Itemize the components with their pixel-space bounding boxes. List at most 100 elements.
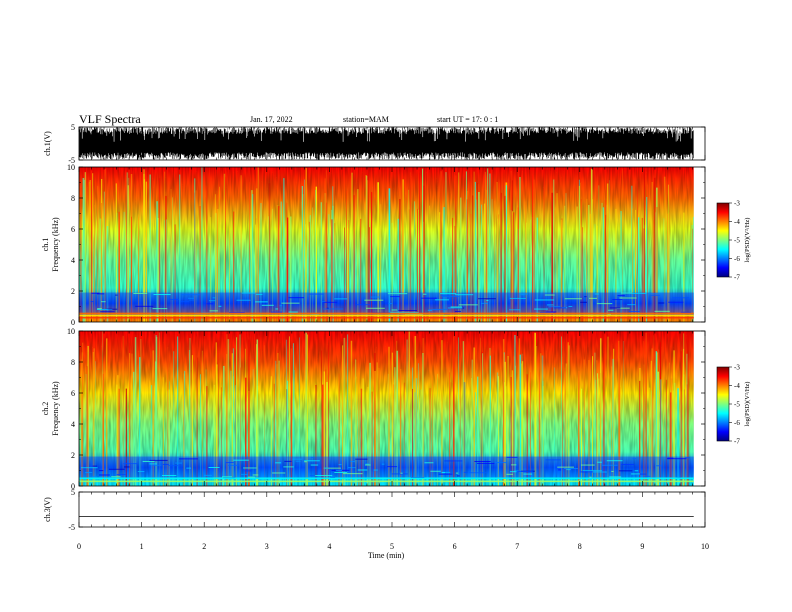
- band-speckle: [588, 297, 597, 299]
- band-speckle: [111, 476, 121, 478]
- band-speckle: [534, 308, 548, 310]
- band-speckle: [85, 472, 93, 474]
- x-tick-label: 8: [578, 542, 582, 551]
- narrowband-line: [79, 312, 694, 315]
- band-speckle: [680, 311, 692, 313]
- colorbar-tick-label: -7: [734, 274, 740, 282]
- band-speckle: [509, 471, 517, 473]
- band-speckle: [553, 307, 566, 309]
- band-speckle: [365, 464, 371, 466]
- band-speckle: [606, 460, 623, 462]
- panel-1: -5 5 ch.1(V): [43, 123, 706, 165]
- band-speckle: [188, 297, 194, 299]
- band-speckle: [209, 310, 218, 312]
- band-speckle: [441, 472, 446, 474]
- band-speckle: [568, 305, 573, 307]
- band-speckle: [381, 463, 385, 465]
- band-speckle: [634, 473, 647, 475]
- band-speckle: [539, 312, 555, 314]
- band-speckle: [454, 310, 461, 312]
- band-speckle: [370, 296, 380, 298]
- band-speckle: [295, 460, 301, 462]
- colorbar-tick-label: -7: [734, 438, 740, 446]
- band-speckle: [618, 470, 633, 472]
- band-speckle: [96, 293, 105, 295]
- y-tick-label: 2: [71, 451, 75, 460]
- band-speckle: [153, 294, 171, 296]
- band-speckle: [430, 470, 441, 472]
- band-speckle: [566, 469, 571, 471]
- x-axis-label: Time (min): [368, 551, 405, 560]
- band-speckle: [181, 294, 200, 296]
- band-speckle: [432, 308, 448, 310]
- panel-4: -5 5 ch.3(V): [43, 488, 706, 532]
- x-tick-label: 10: [701, 542, 709, 551]
- band-speckle: [364, 299, 384, 301]
- band-speckle: [580, 301, 587, 303]
- band-speckle: [400, 472, 403, 474]
- y-tick-label: 8: [71, 358, 75, 367]
- band-speckle: [98, 470, 104, 472]
- band-speckle: [468, 472, 487, 474]
- band-speckle: [589, 476, 592, 478]
- band-speckle: [255, 301, 268, 303]
- band-speckle: [658, 302, 665, 304]
- band-speckle: [424, 462, 434, 464]
- colorbar-tick-label: -3: [734, 364, 740, 372]
- band-speckle: [309, 475, 314, 477]
- y-axis-label-channel: ch.2: [41, 402, 50, 416]
- band-speckle: [90, 301, 94, 303]
- band-speckle: [587, 471, 607, 473]
- band-speckle: [684, 457, 690, 459]
- band-speckle: [480, 302, 488, 304]
- band-speckle: [241, 292, 255, 294]
- band-speckle: [478, 298, 496, 300]
- band-speckle: [335, 469, 342, 471]
- band-speckle: [523, 473, 533, 475]
- band-speckle: [421, 297, 437, 299]
- y-tick-label: 6: [71, 389, 75, 398]
- band-speckle: [580, 471, 593, 473]
- colorbar-tick-label: -3: [734, 200, 740, 208]
- colorbar-tick-label: -6: [734, 255, 740, 263]
- band-speckle: [152, 308, 168, 310]
- band-speckle: [441, 471, 451, 473]
- colorbar-1: -3 -4 -5 -6 -7 log(PSD)(V²/Hz): [716, 200, 751, 282]
- band-speckle: [288, 311, 298, 313]
- band-speckle: [582, 470, 602, 472]
- colorbar-2: -3 -4 -5 -6 -7 log(PSD)(V²/Hz): [716, 364, 751, 446]
- band-speckle: [133, 292, 148, 294]
- band-speckle: [617, 295, 625, 297]
- band-speckle: [137, 471, 145, 473]
- band-speckle: [442, 296, 460, 298]
- band-speckle: [283, 466, 294, 468]
- colorbar-tick-label: -4: [734, 218, 740, 226]
- band-speckle: [391, 473, 408, 475]
- band-speckle: [373, 469, 378, 471]
- band-speckle: [275, 462, 282, 464]
- band-speckle: [440, 293, 457, 295]
- band-speckle: [97, 308, 102, 310]
- panel-3: 0 2 4 6 8 10 ch.2 Frequency (kHz): [41, 327, 706, 491]
- band-speckle: [621, 463, 635, 465]
- band-speckle: [387, 466, 398, 468]
- band-speckle: [162, 463, 169, 465]
- band-speckle: [206, 303, 214, 305]
- band-speckle: [558, 469, 562, 471]
- band-speckle: [447, 307, 463, 309]
- band-speckle: [80, 467, 98, 469]
- band-speckle: [152, 464, 162, 466]
- band-speckle: [115, 294, 118, 296]
- band-speckle: [656, 465, 661, 467]
- band-speckle: [355, 304, 371, 306]
- band-speckle: [355, 458, 368, 460]
- band-speckle: [668, 301, 684, 303]
- band-speckle: [323, 467, 341, 469]
- band-speckle: [634, 470, 639, 472]
- band-speckle: [222, 476, 232, 478]
- y-tick-label: 4: [71, 420, 75, 429]
- band-speckle: [208, 466, 220, 468]
- band-speckle: [632, 458, 637, 460]
- band-speckle: [308, 293, 324, 295]
- colorbar-gradient: [716, 202, 730, 278]
